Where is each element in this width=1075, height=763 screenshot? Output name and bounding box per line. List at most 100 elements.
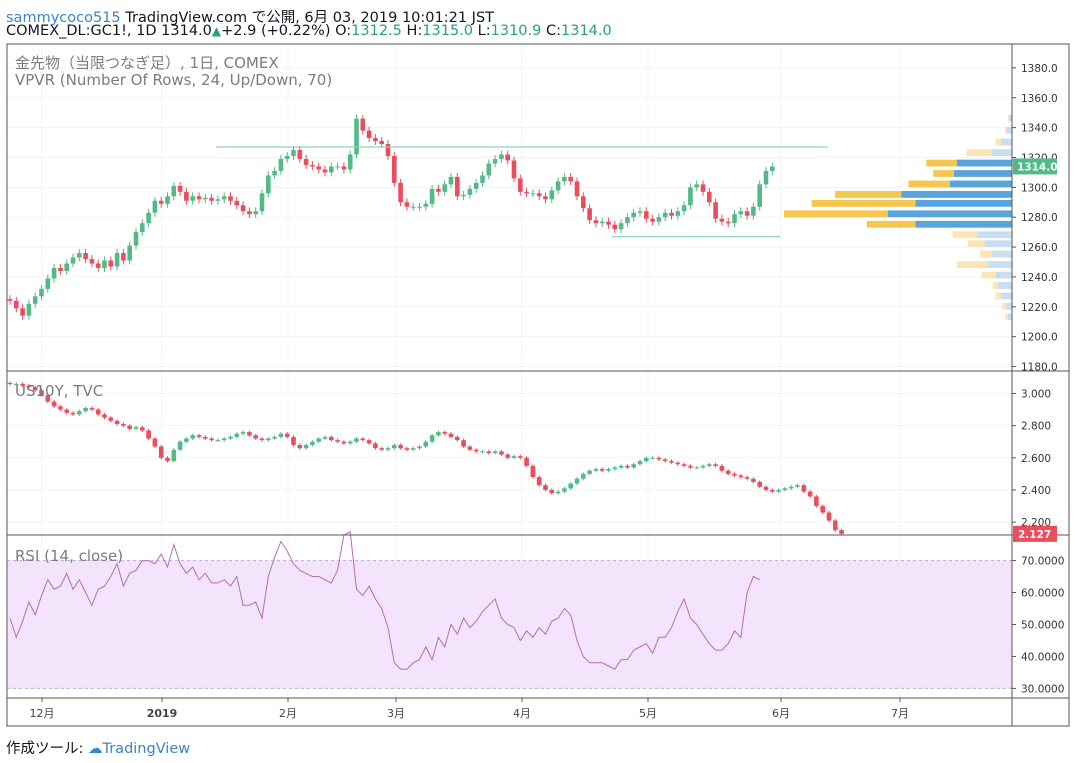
tradingview-brand[interactable]: TradingView bbox=[102, 741, 191, 757]
gold-candle bbox=[669, 212, 674, 216]
us10y-candle bbox=[461, 440, 466, 447]
us10y-candle bbox=[329, 436, 334, 441]
tradingview-logo-icon[interactable]: ☁ bbox=[88, 741, 103, 757]
y-tick-label: 2.400 bbox=[1021, 485, 1051, 497]
y-tick-label: 1300.0 bbox=[1021, 182, 1058, 194]
us10y-candle bbox=[102, 414, 107, 418]
y-tick-label: 1240.0 bbox=[1021, 272, 1058, 284]
us10y-candle bbox=[681, 464, 687, 466]
us10y-candle bbox=[190, 435, 195, 439]
gold-candle bbox=[247, 211, 252, 215]
us10y-candle bbox=[196, 435, 202, 437]
gold-candle bbox=[593, 220, 599, 224]
us10y-candle bbox=[14, 383, 19, 385]
gold-candle bbox=[429, 188, 435, 204]
gold-candle bbox=[209, 197, 214, 201]
gold-candle bbox=[228, 196, 233, 201]
volume-profile-down-bar bbox=[995, 138, 1001, 146]
gold-candle bbox=[555, 181, 561, 191]
us10y-candle bbox=[234, 433, 240, 437]
gold-candle bbox=[530, 193, 536, 195]
gold-last-price-box bbox=[1013, 158, 1057, 175]
gold-candle bbox=[543, 196, 548, 200]
us10y-candle bbox=[555, 491, 561, 494]
volume-profile-down-bar bbox=[956, 261, 988, 268]
gold-candle bbox=[127, 245, 132, 261]
gold-candle bbox=[398, 182, 403, 203]
gold-candle bbox=[95, 263, 101, 268]
gold-candle bbox=[165, 196, 170, 204]
us10y-candle bbox=[694, 467, 699, 469]
us10y-candle bbox=[455, 436, 460, 441]
us10y-candle bbox=[757, 481, 762, 487]
volume-profile-up-bar bbox=[991, 149, 1012, 156]
us10y-candle bbox=[45, 395, 51, 402]
us10y-candle bbox=[253, 435, 258, 439]
us10y-candle bbox=[587, 470, 592, 474]
us10y-candle bbox=[215, 440, 221, 442]
us10y-candle bbox=[637, 461, 643, 465]
gold-candle bbox=[158, 200, 164, 204]
gold-candle bbox=[694, 184, 699, 188]
gold-candle bbox=[492, 158, 498, 164]
us10y-candle bbox=[20, 383, 25, 386]
y-tick-label: 1220.0 bbox=[1021, 302, 1058, 314]
y-tick-label: 2.600 bbox=[1021, 453, 1051, 465]
username-link[interactable]: sammycoco515 bbox=[6, 10, 121, 26]
gold-candle bbox=[738, 211, 744, 215]
gold-candle bbox=[467, 188, 473, 195]
low-value: 1310.9 bbox=[490, 23, 542, 39]
volume-profile-down-bar bbox=[992, 282, 999, 289]
volume-profile-down-bar bbox=[966, 149, 992, 156]
us10y-candle bbox=[782, 488, 788, 490]
y-tick-label: 3.000 bbox=[1021, 389, 1051, 401]
x-tick-label: 7月 bbox=[891, 707, 909, 720]
us10y-candle bbox=[448, 433, 454, 437]
gold-candle bbox=[410, 206, 416, 208]
us10y-candle bbox=[240, 432, 246, 434]
us10y-candle bbox=[744, 477, 750, 479]
volume-profile-down-bar bbox=[784, 210, 888, 218]
volume-profile-up-bar bbox=[998, 282, 1012, 289]
us10y-candle bbox=[335, 440, 340, 442]
close-label: C: bbox=[545, 23, 561, 39]
us10y-candle bbox=[51, 401, 57, 407]
x-tick-label: 12月 bbox=[30, 707, 55, 720]
gold-candle bbox=[770, 166, 775, 171]
us10y-candle bbox=[770, 489, 775, 492]
us10y-candle bbox=[373, 443, 378, 449]
gold-candle bbox=[77, 253, 82, 258]
gold-candle bbox=[713, 202, 718, 219]
gold-candle bbox=[404, 202, 410, 207]
us10y-candle bbox=[473, 449, 479, 452]
volume-profile-down-bar bbox=[1005, 313, 1008, 321]
us10y-candle bbox=[341, 441, 347, 444]
gold-candle bbox=[140, 223, 145, 233]
us10y-candle bbox=[650, 457, 655, 459]
gold-candle bbox=[58, 267, 63, 271]
gold-candle bbox=[253, 211, 258, 215]
volume-profile-down-bar bbox=[1002, 302, 1007, 310]
gold-candle bbox=[618, 223, 624, 230]
price-change: +2.9 (+0.22%) bbox=[221, 23, 331, 39]
gold-candle bbox=[26, 303, 32, 316]
y-tick-label: 40.0000 bbox=[1021, 651, 1064, 663]
volume-profile-down-bar bbox=[933, 170, 954, 177]
y-tick-label: 50.0000 bbox=[1021, 619, 1064, 631]
us10y-candle bbox=[826, 512, 832, 521]
us10y-candle bbox=[89, 407, 95, 410]
us10y-candle bbox=[593, 469, 599, 471]
us10y-candle bbox=[700, 465, 706, 468]
gold-candle bbox=[625, 217, 630, 224]
made-with-label: 作成ツール: bbox=[6, 741, 84, 757]
volume-profile-up-bar bbox=[1009, 114, 1012, 122]
x-tick-label: 6月 bbox=[772, 707, 790, 720]
us10y-candle bbox=[158, 446, 164, 458]
us10y-candle bbox=[725, 470, 731, 474]
us10y-candle bbox=[713, 464, 718, 466]
low-label: L: bbox=[477, 23, 491, 39]
gold-candle bbox=[64, 263, 69, 271]
last-price: 1314.0 bbox=[161, 23, 212, 39]
gold-candle bbox=[455, 176, 460, 197]
